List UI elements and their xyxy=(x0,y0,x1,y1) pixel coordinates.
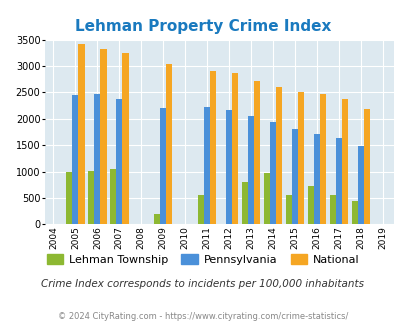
Bar xyxy=(263,173,269,224)
Bar xyxy=(247,115,254,224)
Bar xyxy=(241,182,247,224)
Bar xyxy=(110,169,116,224)
Bar xyxy=(100,49,107,224)
Bar xyxy=(269,122,275,224)
Bar xyxy=(341,99,347,224)
Bar xyxy=(78,44,84,224)
Bar xyxy=(313,134,319,224)
Bar xyxy=(160,108,166,224)
Text: Crime Index corresponds to incidents per 100,000 inhabitants: Crime Index corresponds to incidents per… xyxy=(41,279,364,289)
Bar xyxy=(198,195,204,224)
Bar xyxy=(335,138,341,224)
Text: Lehman Property Crime Index: Lehman Property Crime Index xyxy=(75,19,330,34)
Bar xyxy=(166,64,172,224)
Legend: Lehman Township, Pennsylvania, National: Lehman Township, Pennsylvania, National xyxy=(42,250,363,269)
Bar xyxy=(357,146,363,224)
Bar xyxy=(122,53,128,224)
Bar xyxy=(88,171,94,224)
Bar xyxy=(285,195,291,224)
Bar xyxy=(232,73,238,224)
Bar xyxy=(66,172,72,224)
Bar xyxy=(319,94,325,224)
Text: © 2024 CityRating.com - https://www.cityrating.com/crime-statistics/: © 2024 CityRating.com - https://www.city… xyxy=(58,312,347,321)
Bar xyxy=(351,201,357,224)
Bar xyxy=(307,186,313,224)
Bar xyxy=(153,214,160,224)
Bar xyxy=(204,107,210,224)
Bar xyxy=(116,99,122,224)
Bar xyxy=(254,81,260,224)
Bar xyxy=(275,87,281,224)
Bar xyxy=(329,195,335,224)
Bar xyxy=(210,71,216,224)
Bar xyxy=(363,109,369,224)
Bar xyxy=(72,94,78,224)
Bar xyxy=(94,94,100,224)
Bar xyxy=(297,92,303,224)
Bar xyxy=(291,129,297,224)
Bar xyxy=(226,110,232,224)
